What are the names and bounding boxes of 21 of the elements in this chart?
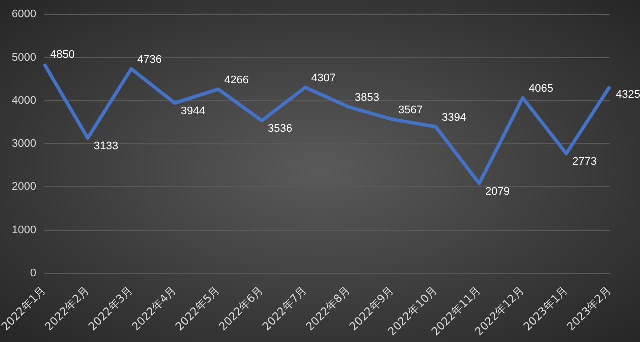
data-label: 4307 [311, 72, 336, 85]
data-label: 3133 [94, 140, 118, 152]
data-label: 4266 [224, 74, 249, 86]
y-tick-label: 2000 [12, 181, 36, 194]
data-label: 2773 [572, 156, 597, 168]
data-label: 3853 [354, 92, 380, 104]
data-label: 4325 [616, 88, 640, 101]
y-tick-label: 1000 [12, 224, 36, 236]
data-label: 4850 [50, 49, 75, 62]
data-label: 3944 [180, 105, 206, 118]
y-tick-label: 3000 [12, 138, 36, 150]
data-label: 3394 [442, 112, 466, 124]
data-label: 4736 [137, 54, 162, 66]
y-tick-label: 5000 [12, 52, 36, 64]
y-tick-label: 0 [30, 267, 36, 280]
data-label: 4065 [528, 83, 554, 96]
data-label: 2079 [485, 186, 510, 198]
y-tick-label: 6000 [12, 8, 36, 21]
y-tick-label: 4000 [12, 94, 36, 107]
data-label: 3567 [398, 104, 423, 117]
data-label: 3536 [268, 122, 292, 135]
